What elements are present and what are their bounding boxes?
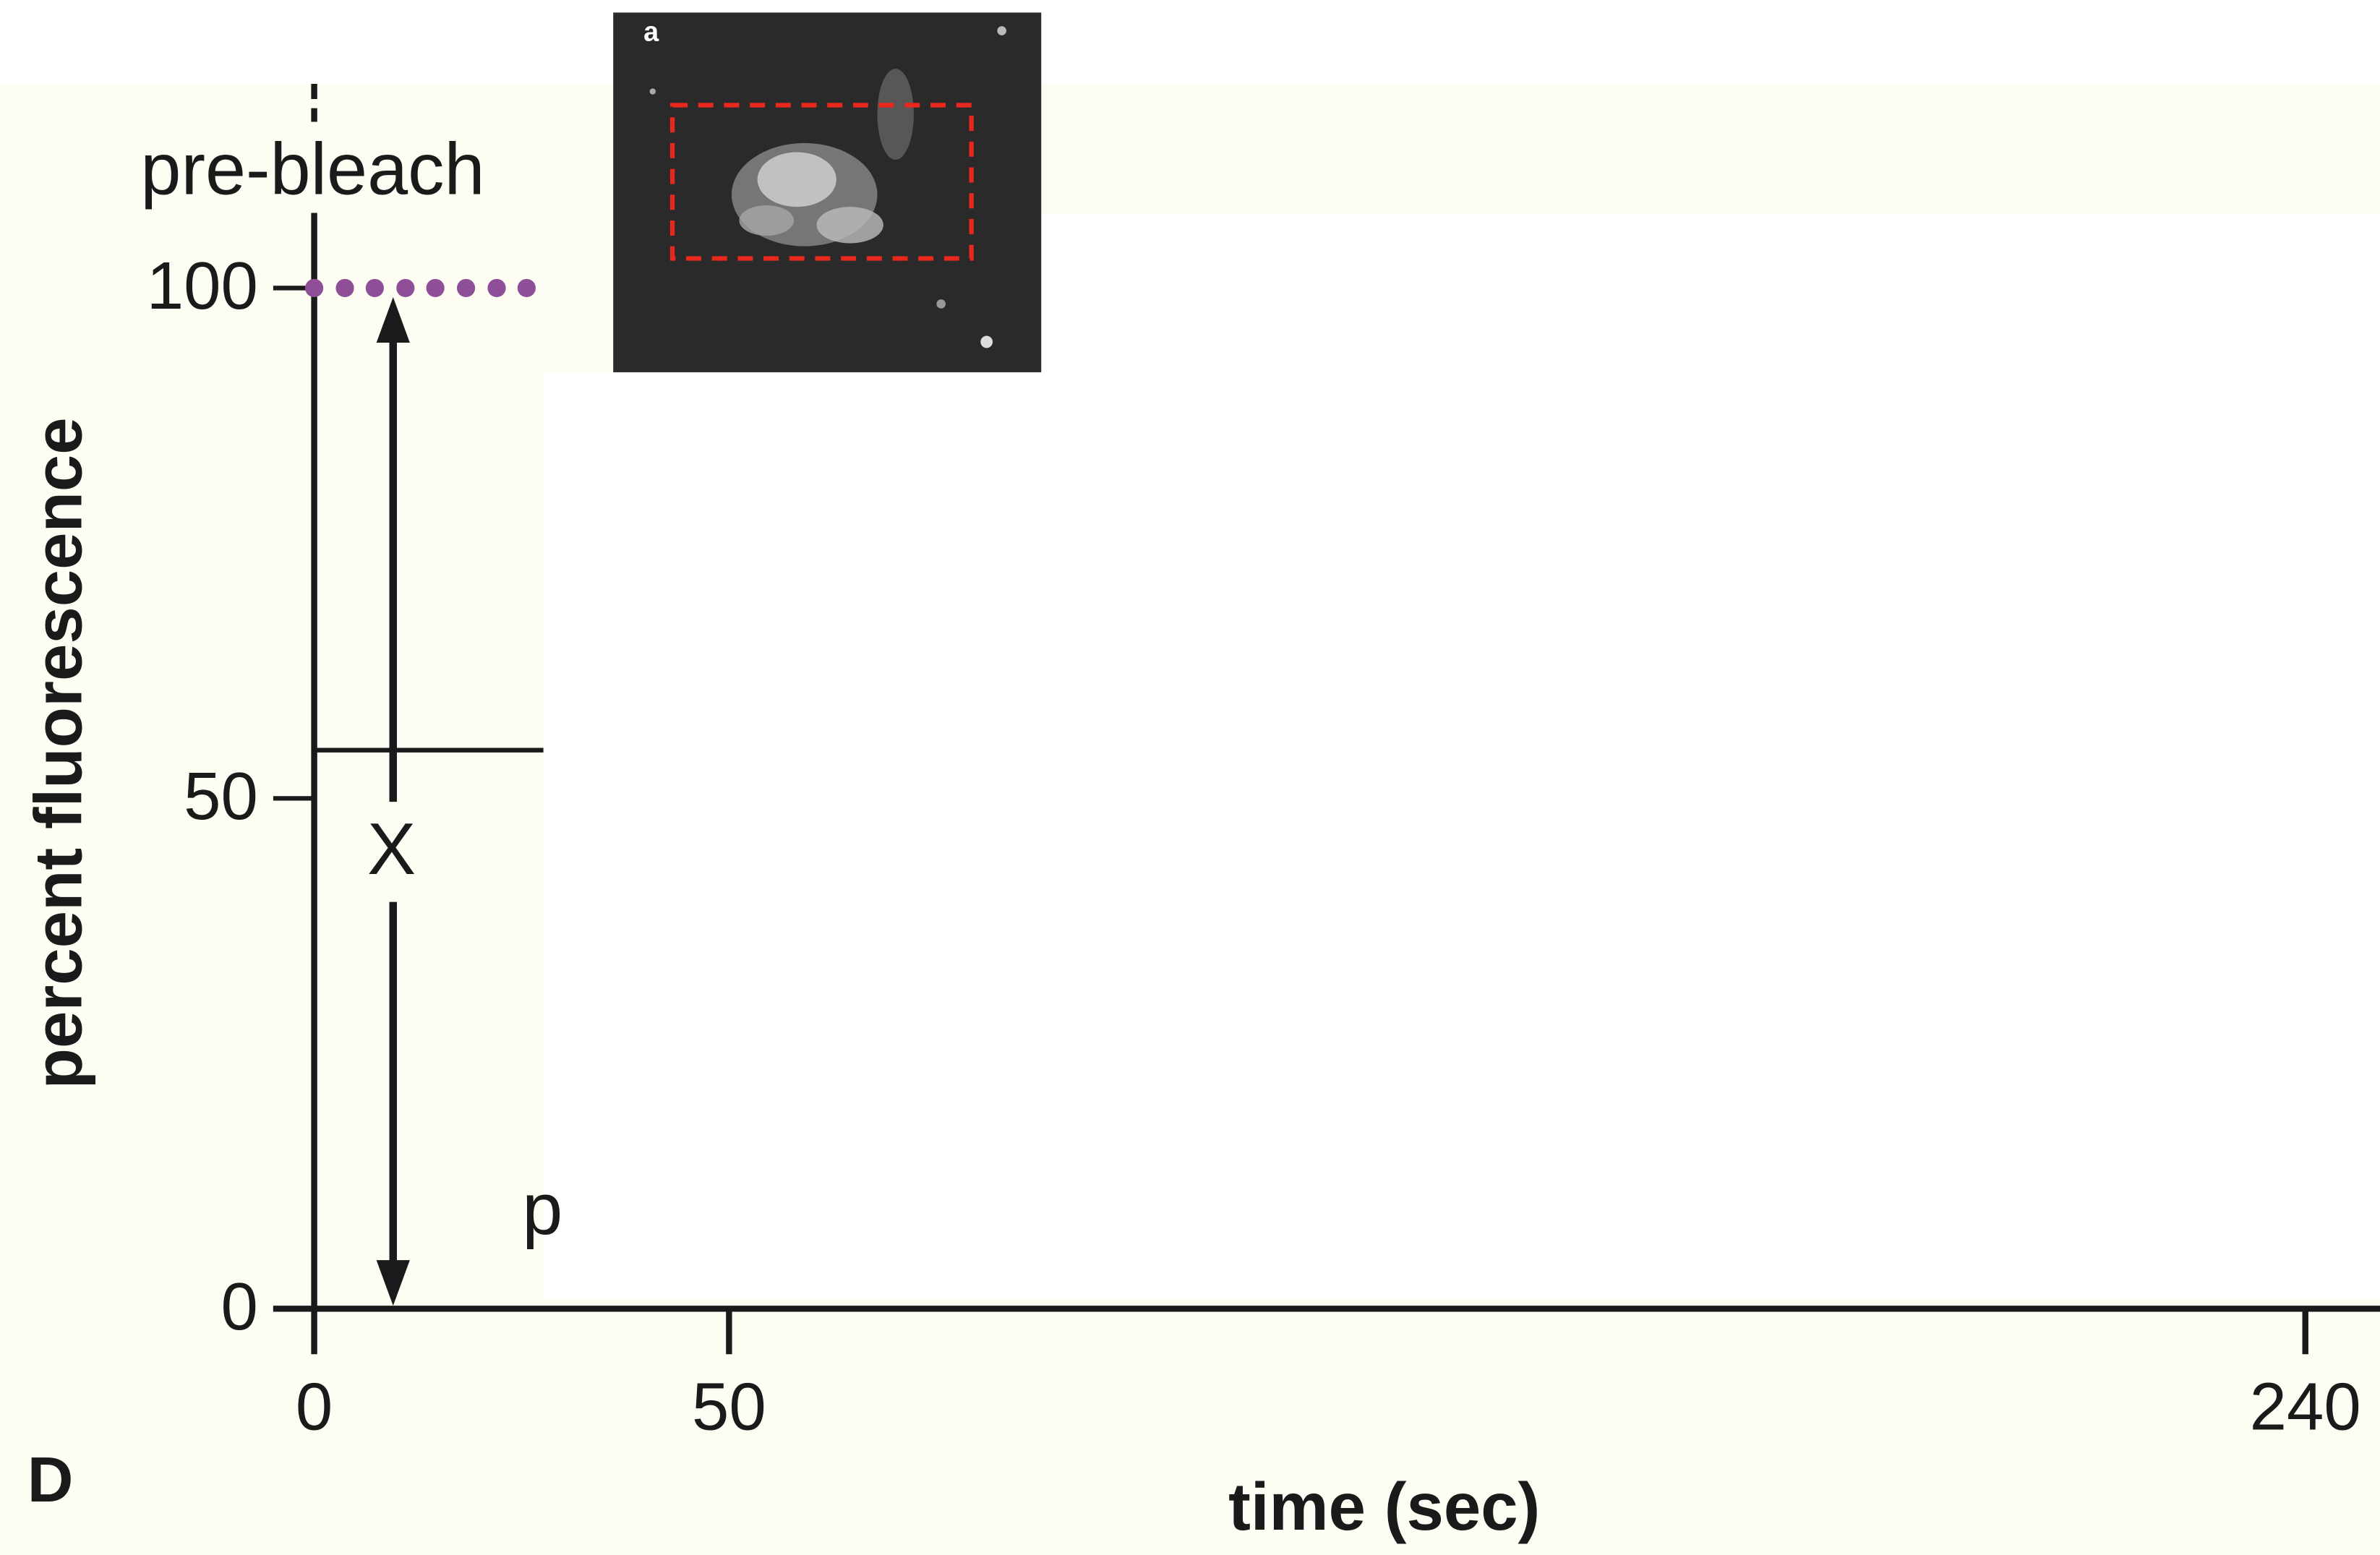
data-point: [365, 278, 384, 298]
x-tick-label: 50: [692, 1368, 766, 1444]
data-point: [517, 278, 536, 298]
annotation: X: [367, 809, 416, 890]
blank-area: [543, 372, 2380, 1298]
y-tick-label: 50: [184, 758, 258, 834]
data-point: [304, 278, 324, 298]
data-point: [487, 278, 506, 298]
data-point: [335, 278, 354, 298]
data-point: [426, 278, 445, 298]
inset-label: a: [643, 17, 659, 48]
data-point: [456, 278, 476, 298]
panel-label: D: [27, 1444, 74, 1515]
x-tick-label: 240: [2250, 1368, 2361, 1444]
annotation: pre-bleach: [140, 129, 484, 210]
x-axis-title: time (sec): [1228, 1469, 1540, 1544]
y-axis-title: percent fluorescence: [21, 417, 96, 1089]
y-tick-label: 100: [147, 248, 258, 323]
annotation: p: [522, 1169, 562, 1250]
inset-image: a: [613, 12, 1042, 372]
x-tick-label: 0: [296, 1368, 333, 1444]
y-tick-label: 0: [221, 1269, 258, 1344]
data-point: [396, 278, 415, 298]
double-arrow: [376, 297, 410, 1306]
blank-area: [1041, 213, 2380, 380]
